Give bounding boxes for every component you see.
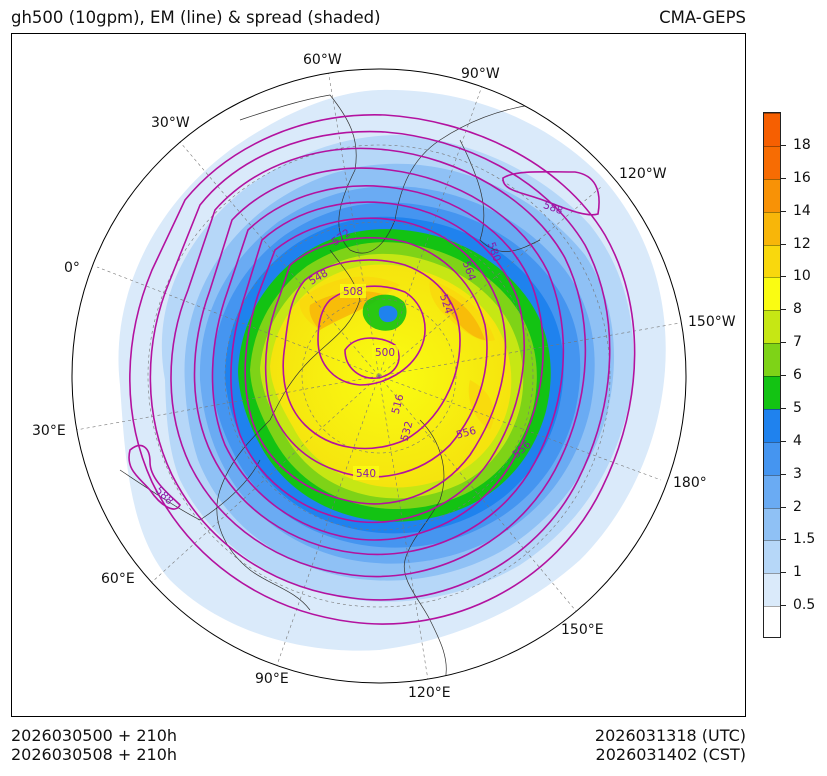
colorbar-tick xyxy=(781,144,786,146)
colorbar-segment xyxy=(764,178,780,212)
colorbar-segment xyxy=(764,376,780,409)
coastlines xyxy=(119,94,541,681)
contour-524-line xyxy=(264,237,488,478)
colorbar-label: 14 xyxy=(793,202,811,219)
lon-30w-label: 30°W xyxy=(151,115,190,131)
colorbar-segment xyxy=(764,310,780,344)
colorbar-label: 7 xyxy=(793,334,802,351)
colorbar-label: 1 xyxy=(793,564,802,581)
contour-508-line xyxy=(317,285,426,386)
lon-120w-label: 120°W xyxy=(619,166,667,182)
map-boundary xyxy=(71,68,687,684)
colorbar-tick xyxy=(781,276,786,278)
model-name: CMA-GEPS xyxy=(659,8,746,27)
colorbar-segment xyxy=(764,211,780,245)
colorbar-tick xyxy=(781,539,786,541)
colorbar-label: 10 xyxy=(793,268,811,285)
colorbar-label: 4 xyxy=(793,432,802,449)
lon-90e-label: 90°E xyxy=(255,671,289,687)
contour-564-line xyxy=(170,147,587,578)
map-frame xyxy=(11,33,746,717)
colorbar-tick xyxy=(781,605,786,607)
colorbar-segment xyxy=(764,441,780,475)
colorbar-label: 6 xyxy=(793,367,802,383)
map-title: gh500 (10gpm), EM (line) & spread (shade… xyxy=(11,8,381,27)
contour-556-line xyxy=(193,167,565,556)
colorbar-label: 8 xyxy=(793,301,802,318)
label-532: 532 xyxy=(399,420,416,442)
lon-180-label: 180° xyxy=(673,475,707,491)
colorbar-label: 2 xyxy=(793,498,802,515)
contour-588-b-line xyxy=(128,444,181,510)
valid-time-utc: 2026031318 (UTC) xyxy=(594,726,746,745)
label-500: 500 xyxy=(375,347,395,359)
contour-540-line xyxy=(230,201,525,524)
label-556-a: 556 xyxy=(455,425,478,442)
label-540: 540 xyxy=(356,468,376,480)
colorbar-label: 1.5 xyxy=(793,531,816,548)
lon-150e-label: 150°E xyxy=(561,622,604,638)
colorbar-label: 18 xyxy=(793,136,811,153)
em-contours xyxy=(128,114,636,625)
colorbar-segment xyxy=(764,408,780,442)
colorbar-tick xyxy=(781,210,786,212)
label-516: 516 xyxy=(390,393,407,416)
colorbar-segment xyxy=(764,145,780,179)
contour-548-line xyxy=(211,185,544,541)
colorbar-label: 5 xyxy=(793,399,802,416)
colorbar-tick xyxy=(781,440,786,442)
lon-60e-label: 60°E xyxy=(101,571,135,587)
colorbar-label: 16 xyxy=(793,169,811,186)
contour-588-a-line xyxy=(502,170,600,216)
lon-0-label: 0° xyxy=(64,260,80,276)
init-time-cst: 2026030508 + 210h xyxy=(11,745,178,764)
colorbar-tick xyxy=(781,309,786,311)
colorbar-tick xyxy=(781,572,786,574)
colorbar-tick xyxy=(781,407,786,409)
colorbar-tick xyxy=(781,177,786,179)
lon-30e-label: 30°E xyxy=(32,423,66,439)
init-time-utc: 2026030500 + 210h xyxy=(11,726,178,745)
lon-120e-label: 120°E xyxy=(408,685,451,701)
colorbar-segment xyxy=(764,507,780,541)
spread-shading xyxy=(72,69,686,683)
colorbar-segment xyxy=(764,474,780,508)
lon-60w-label: 60°W xyxy=(303,52,342,68)
contour-516-line xyxy=(282,259,461,450)
colorbar xyxy=(763,112,781,638)
lon-90w-label: 90°W xyxy=(461,66,500,82)
colorbar-label: 0.5 xyxy=(793,597,816,614)
colorbar-label: 12 xyxy=(793,235,811,252)
colorbar-tick xyxy=(781,243,786,245)
colorbar-segment xyxy=(764,573,780,607)
contour-500-line xyxy=(344,337,400,379)
colorbar-tick xyxy=(781,342,786,344)
label-524: 524 xyxy=(437,293,455,316)
colorbar-segment xyxy=(764,277,780,311)
colorbar-tick xyxy=(781,473,786,475)
contour-572-line xyxy=(149,130,611,601)
valid-time-cst: 2026031402 (CST) xyxy=(595,745,746,764)
contour-580-line xyxy=(129,114,636,625)
longitude-labels: 60°W 90°W 120°W 150°W 180° 150°E 120°E 9… xyxy=(32,52,736,701)
colorbar-segment xyxy=(764,606,780,637)
colorbar-segment xyxy=(764,244,780,278)
graticule xyxy=(75,69,681,681)
spread-12-area xyxy=(309,290,485,340)
contour-532-line xyxy=(244,217,507,505)
colorbar-segment xyxy=(764,540,780,574)
label-508: 508 xyxy=(343,286,363,298)
colorbar-segment xyxy=(764,343,780,376)
colorbar-tick xyxy=(781,506,786,508)
lon-150w-label: 150°W xyxy=(688,314,736,330)
colorbar-segment xyxy=(764,113,780,146)
spread-10-area xyxy=(299,276,495,430)
colorbar-tick xyxy=(781,375,786,376)
spread-blue-core xyxy=(378,305,398,323)
colorbar-label: 3 xyxy=(793,465,802,482)
